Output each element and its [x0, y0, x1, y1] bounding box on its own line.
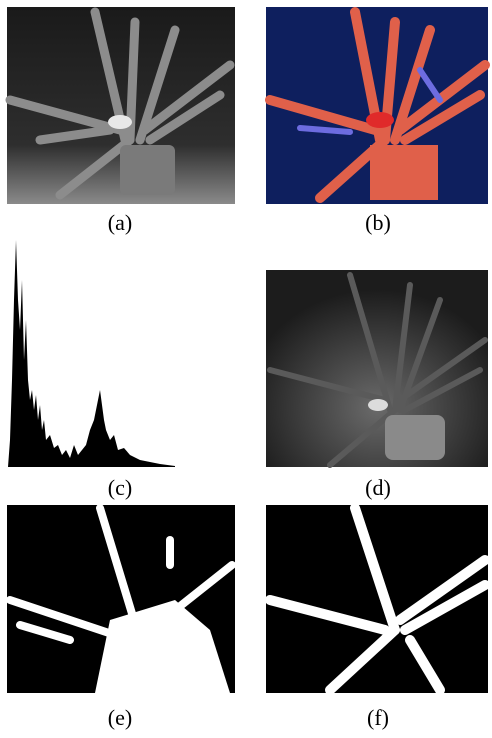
image-e [7, 505, 235, 693]
caption-label: (a) [108, 210, 132, 235]
caption-label: (d) [365, 475, 391, 500]
image-a [7, 7, 235, 204]
caption-label: (f) [367, 705, 389, 730]
figure: (a) (b) (c) (d) (e) (f) [0, 0, 492, 738]
caption-label: (c) [108, 475, 132, 500]
image-b [266, 7, 488, 204]
caption-label: (b) [365, 210, 391, 235]
caption-label: (e) [108, 705, 132, 730]
histogram-c [8, 240, 175, 467]
image-f [266, 505, 488, 693]
image-d [266, 270, 488, 467]
